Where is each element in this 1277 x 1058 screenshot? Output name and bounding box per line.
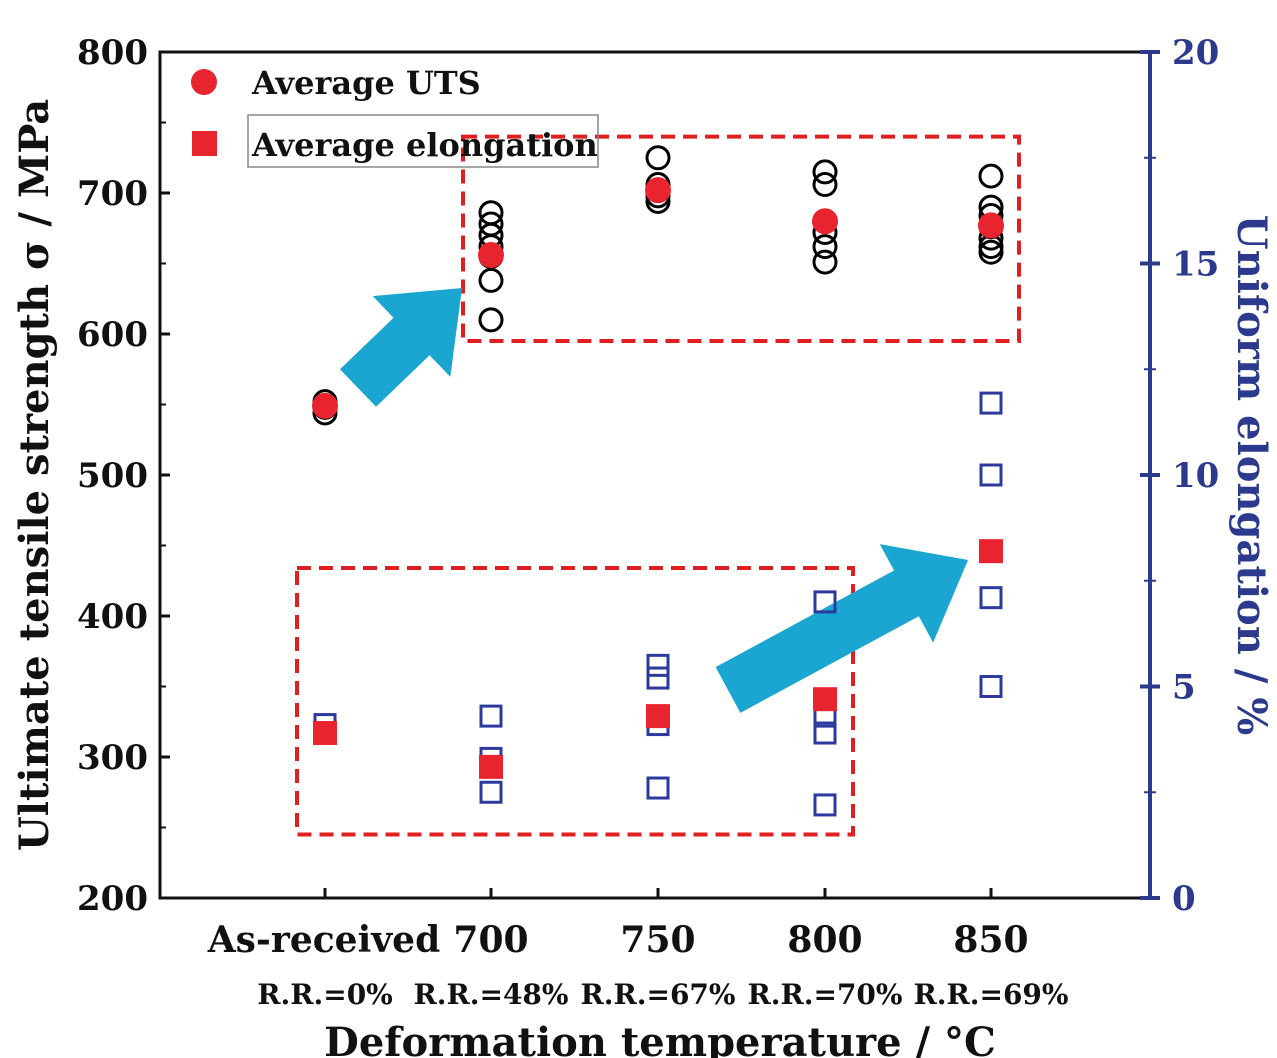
- highlight-box: [295, 566, 855, 837]
- x-axis-title: Deformation temperature / °C: [324, 1019, 996, 1058]
- uts-point: [812, 172, 838, 198]
- elongation-point: [479, 780, 503, 804]
- legend-box: [247, 114, 599, 168]
- x-tick-label: 850: [953, 919, 1028, 961]
- elongation-point: [979, 586, 1003, 610]
- average-uts-point: [312, 392, 338, 419]
- y-left-tick-label: 700: [77, 174, 148, 214]
- y-left-tick-label: 200: [77, 879, 148, 919]
- reduction-ratio-label: R.R.=70%: [747, 978, 902, 1011]
- y-left-tick-label: 400: [77, 597, 148, 637]
- y-left-tick-label: 300: [77, 738, 148, 778]
- annotation-arrows: [339, 288, 968, 713]
- average-elongation-point: [313, 721, 337, 746]
- uts-point: [478, 307, 504, 333]
- axes: 200 300 400 500 600 700 800 0 5 10 15 20 As-received…: [77, 33, 1219, 1011]
- y-left-tick-label: 800: [77, 33, 148, 73]
- uts-point: [478, 200, 504, 226]
- uts-point: [812, 234, 838, 260]
- legend: Average UTS Average elongation: [191, 64, 599, 168]
- elongation-point: [979, 675, 1003, 698]
- legend-label-average-uts: Average UTS: [251, 64, 481, 102]
- elongation-point: [979, 463, 1003, 487]
- y-right-tick-label: 0: [1172, 879, 1196, 919]
- average-uts-point: [812, 208, 838, 235]
- average-uts-point: [478, 242, 504, 269]
- uts-point: [812, 159, 838, 185]
- elongation-point: [479, 704, 503, 728]
- y-right-tick-label: 5: [1172, 668, 1196, 708]
- uts-point: [812, 249, 838, 275]
- arrow-to-average-elongation-850: [715, 544, 968, 713]
- x-tick-label: 750: [620, 919, 695, 961]
- reduction-ratio-label: R.R.=0%: [257, 978, 393, 1011]
- reduction-ratio-label: R.R.=67%: [580, 978, 735, 1011]
- elongation-point: [646, 666, 670, 690]
- legend-marker-average-uts: [191, 69, 217, 95]
- arrow-to-uts-box: [339, 288, 462, 407]
- uts-point: [645, 145, 671, 171]
- average-elongation-point: [813, 687, 837, 712]
- highlight-boxes: [295, 134, 1021, 837]
- uts-point: [478, 211, 504, 237]
- y-axis-title-right: Uniform elongation / %: [1228, 215, 1275, 736]
- uts-point: [478, 267, 504, 293]
- y-right-tick-label: 15: [1172, 245, 1219, 285]
- average-elongation-point: [979, 539, 1003, 564]
- legend-marker-average-elongation: [192, 131, 217, 156]
- elongation-point: [813, 590, 837, 614]
- highlight-box: [461, 134, 1021, 344]
- y-left-tick-label: 600: [77, 315, 148, 355]
- y-axis-title-left: Ultimate tensile strength σ / MPa: [11, 99, 58, 851]
- x-tick-label: 800: [787, 919, 862, 961]
- legend-label-average-elongation: Average elongation: [251, 126, 598, 164]
- y-left-tick-label: 500: [77, 456, 148, 496]
- elongation-point: [813, 793, 837, 817]
- average-uts-point: [645, 177, 671, 204]
- elongation-point: [646, 776, 670, 800]
- elongation-point: [979, 391, 1003, 415]
- average-elongation-point: [646, 704, 670, 729]
- reduction-ratio-label: R.R.=48%: [413, 978, 568, 1011]
- elongation-point: [813, 721, 837, 745]
- average-uts-point: [978, 212, 1004, 239]
- y-right-tick-label: 10: [1172, 456, 1219, 496]
- average-elongation-point: [479, 754, 503, 779]
- x-tick-label: As-received: [207, 919, 441, 961]
- y-right-tick-label: 20: [1172, 33, 1219, 73]
- reduction-ratio-label: R.R.=69%: [913, 978, 1068, 1011]
- data-points: [312, 145, 1004, 817]
- x-tick-label: 700: [453, 919, 528, 961]
- uts-point: [978, 163, 1004, 189]
- elongation-point: [646, 653, 670, 677]
